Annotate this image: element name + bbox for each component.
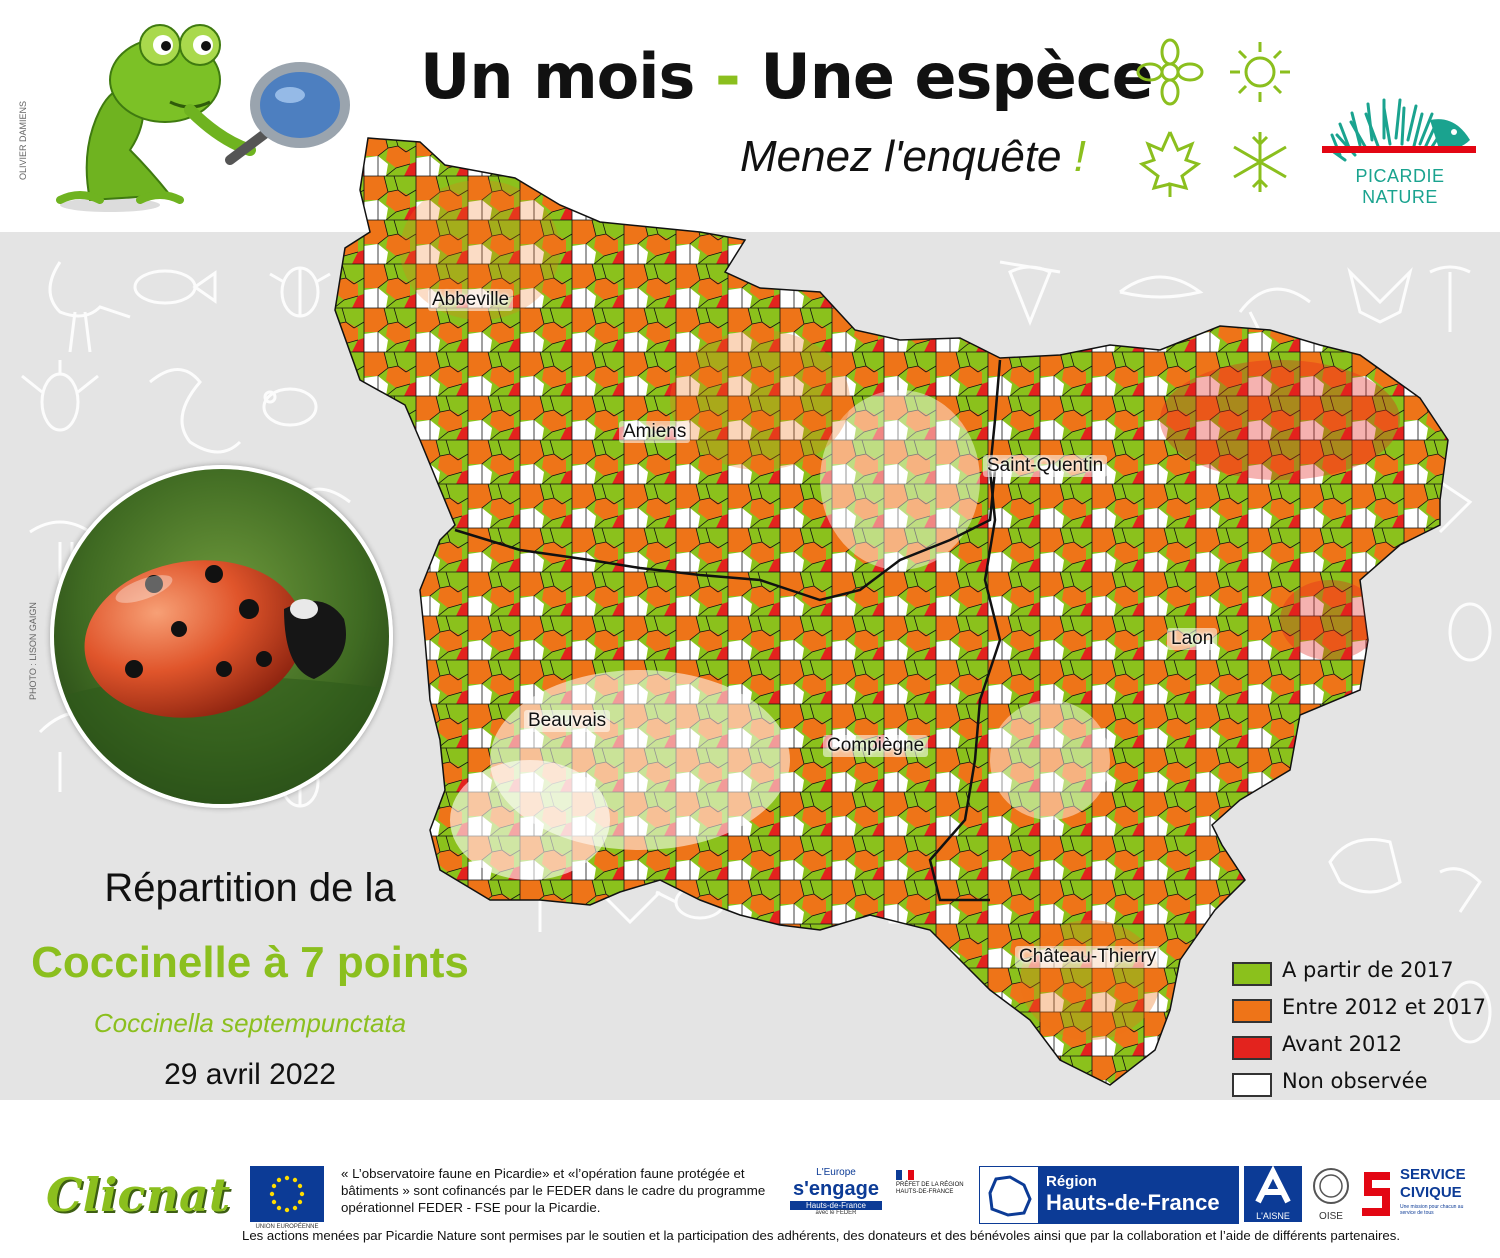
civique-line1: SERVICE: [1400, 1166, 1466, 1183]
species-latin-name: Coccinella septempunctata: [93, 1008, 407, 1038]
map-date: 29 avril 2022: [164, 1058, 336, 1091]
city-label-saint-quentin: Saint-Quentin: [983, 455, 1108, 477]
region-line1: Région: [1046, 1173, 1097, 1190]
city-label-abbeville: Abbeville: [428, 289, 514, 311]
legend-swatch: [1232, 962, 1272, 986]
maple-leaf-icon: [1138, 131, 1202, 197]
aisne-logo: L'AISNE: [1244, 1165, 1302, 1222]
title-part-2: Une espèce: [760, 40, 1153, 113]
photo-credit: PHOTO : LISON GAIGN: [28, 602, 38, 700]
city-label-laon: Laon: [1167, 628, 1218, 650]
service-civique-logo: SERVICE CIVIQUE Une mission pour chacun …: [1360, 1166, 1468, 1222]
legend-label: Non observée: [1282, 1069, 1428, 1093]
page-subtitle: Menez l'enquête !: [740, 132, 1086, 182]
prefet-logo: PRÉFET DE LA RÉGION HAUTS-DE-FRANCE: [896, 1170, 968, 1196]
sun-icon: [1230, 42, 1290, 102]
snowflake-icon: [1233, 132, 1287, 192]
legend-label: A partir de 2017: [1282, 958, 1454, 982]
cofinancing-text: « L’observatoire faune en Picardie» et «…: [341, 1166, 766, 1215]
picardie-red-line: [1322, 146, 1476, 153]
species-heading: Répartition de la: [104, 866, 396, 910]
europe-engage-feder: avec le FEDER: [815, 1210, 857, 1216]
subtitle-exclamation: !: [1073, 132, 1086, 181]
subtitle-text: Menez l'enquête: [740, 132, 1062, 181]
partners-thanks-text: Les actions menées par Picardie Nature s…: [242, 1228, 1401, 1243]
season-icons: [1136, 38, 1290, 197]
density-zones: [400, 180, 1400, 1040]
france-map-icon: [988, 1175, 1032, 1217]
eu-flag-logo: [250, 1166, 324, 1222]
aisne-a-icon: [1255, 1165, 1291, 1204]
europe-engage-small: L'Europe: [816, 1167, 856, 1178]
city-label-compiegne: Compiègne: [823, 735, 929, 757]
eu-label: UNION EUROPÉENNE: [255, 1224, 319, 1230]
flower-icon: [1136, 38, 1204, 106]
civique-tagline: Une mission pour chacun au service de to…: [1400, 1204, 1464, 1216]
europe-engage-logo: L'Europe s'engage Hauts-de-France avec l…: [790, 1167, 882, 1216]
picardie-nature-logo: [1329, 98, 1470, 162]
city-label-beauvais: Beauvais: [524, 710, 611, 732]
organization-name: PICARDIE NATURE: [1355, 166, 1445, 207]
legend-swatch: [1232, 999, 1272, 1023]
frog-detective-illustration: [56, 24, 350, 212]
page-title: Un mois - Une espèce: [420, 40, 1154, 113]
french-flag-icon: [896, 1170, 914, 1180]
city-label-amiens: Amiens: [619, 421, 691, 443]
ladybird-photo: [50, 465, 393, 808]
europe-engage-main: s'engage: [793, 1178, 879, 1200]
region-hdf-logo: Région Hauts-de-France: [979, 1166, 1239, 1224]
service-civique-s-icon: [1362, 1172, 1390, 1216]
city-label-chateau-thierry: Château-Thierry: [1015, 946, 1161, 968]
europe-engage-region: Hauts-de-France: [790, 1201, 882, 1210]
civique-line2: CIVIQUE: [1400, 1184, 1462, 1201]
oise-circle-icon: [1313, 1168, 1349, 1204]
legend-label: Entre 2012 et 2017: [1282, 995, 1486, 1019]
legend-swatch: [1232, 1073, 1272, 1097]
clicnat-logo[interactable]: Clicnat: [46, 1168, 231, 1222]
oise-label: OISE: [1319, 1211, 1343, 1222]
title-part-1: Un mois: [420, 40, 695, 113]
region-line2: Hauts-de-France: [1046, 1190, 1220, 1215]
oise-logo: OISE: [1308, 1166, 1354, 1222]
aisne-label: L'AISNE: [1256, 1211, 1290, 1221]
prefet-text: PRÉFET DE LA RÉGION HAUTS-DE-FRANCE: [896, 1182, 964, 1195]
legend-swatch: [1232, 1036, 1272, 1060]
species-common-name: Coccinelle à 7 points: [31, 938, 469, 987]
title-dash: -: [715, 40, 741, 113]
legend-label: Avant 2012: [1282, 1032, 1403, 1056]
